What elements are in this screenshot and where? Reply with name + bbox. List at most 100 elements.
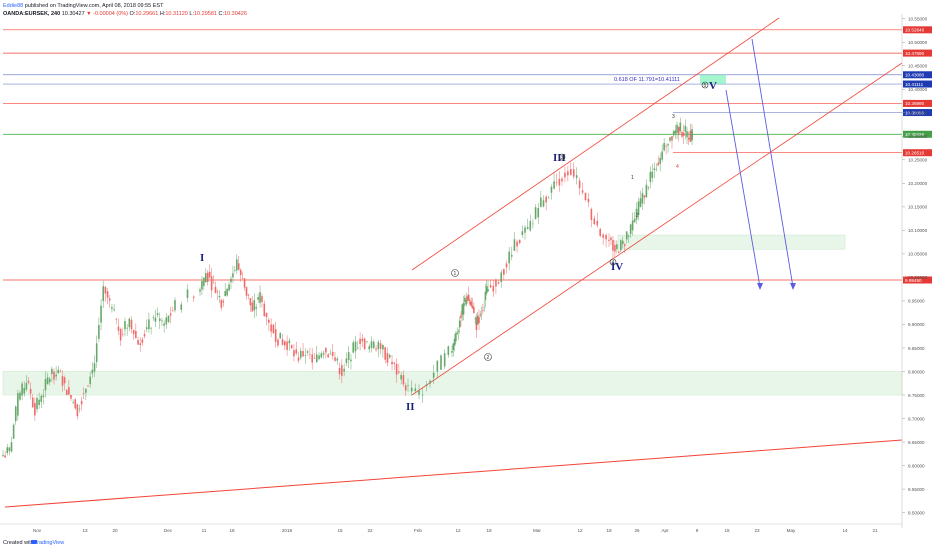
projection-arrow-1[interactable]: [725, 89, 761, 288]
candle-body: [503, 269, 505, 275]
candle-body: [237, 263, 240, 270]
candle-body: [212, 282, 215, 284]
candle-body: [284, 341, 286, 346]
candle-body: [19, 392, 21, 400]
candle-body: [475, 317, 478, 330]
subwave-label-1: 1: [454, 271, 457, 277]
candle-body: [98, 325, 100, 339]
candle-body: [272, 324, 275, 333]
candle-body: [505, 263, 508, 268]
candle-body: [521, 231, 524, 236]
candle-body: [341, 365, 343, 376]
projection-arrow-1-head: [757, 283, 763, 290]
candle-body: [593, 218, 596, 225]
candle-body: [95, 343, 98, 363]
candle-body: [414, 388, 417, 392]
candle-body: [641, 193, 644, 204]
candle-body: [659, 157, 661, 164]
candle-body: [469, 300, 471, 305]
candle-body: [464, 297, 466, 302]
author-link[interactable]: Eddie88: [3, 3, 24, 9]
candle-body: [440, 355, 442, 370]
channel-lower-line[interactable]: [411, 62, 903, 396]
candle-body: [679, 122, 682, 132]
candle-body: [410, 387, 413, 392]
close-value: 10.30426: [223, 11, 247, 17]
candle-body: [384, 347, 386, 360]
candle-body: [651, 171, 654, 178]
candle-body: [599, 228, 601, 236]
candle-body: [682, 132, 685, 136]
candle-body: [263, 303, 266, 317]
candle-body: [627, 235, 630, 237]
candle-body: [375, 348, 377, 350]
candle-body: [567, 171, 569, 176]
candle-body: [70, 395, 72, 399]
candle-body: [57, 369, 60, 374]
candle-body: [524, 227, 526, 233]
price-tag-label: 10.41111: [905, 82, 924, 87]
candle-body: [21, 383, 23, 396]
candle-body: [257, 297, 259, 300]
candle-body: [102, 286, 105, 302]
candle-body: [382, 345, 384, 350]
candle-body: [537, 208, 540, 218]
candle-body: [629, 224, 632, 235]
price-tag-label: 10.47690: [905, 51, 925, 56]
candle-body: [677, 126, 680, 134]
x-tick-label: Apr: [661, 528, 669, 533]
candle-body: [377, 341, 380, 350]
candle-body: [379, 343, 382, 349]
candle-body: [113, 309, 115, 311]
y-tick-label: 9.75000: [908, 393, 925, 398]
wave-label-v: V: [709, 80, 717, 92]
candle-body: [44, 378, 47, 391]
candle-body: [65, 389, 68, 395]
candle-body: [152, 317, 155, 318]
candle-body: [558, 178, 561, 186]
candle-body: [602, 234, 604, 238]
candle-body: [72, 402, 74, 403]
candle-body: [36, 397, 38, 410]
candle-body: [461, 304, 464, 316]
candle-body: [122, 333, 124, 335]
candle-body: [487, 289, 489, 292]
minor-label-2: 2: [636, 213, 639, 219]
candle-body: [27, 380, 30, 383]
candle-body: [304, 355, 307, 356]
candle-body: [561, 178, 563, 182]
candle-body: [119, 329, 122, 341]
candle-body: [117, 326, 120, 331]
candle-body: [482, 310, 484, 311]
price-change: ▼ -0.00004 (0%): [86, 11, 128, 17]
candle-body: [663, 143, 665, 151]
long-trend-line[interactable]: [4, 439, 903, 508]
candle-body: [637, 201, 640, 216]
projection-arrow-2[interactable]: [751, 38, 794, 288]
candle-body: [270, 324, 272, 332]
candle-body: [513, 239, 516, 251]
candle-body: [436, 360, 439, 372]
candle-body: [590, 208, 593, 221]
levels-layer: 10.52640 10.47690 10.43080 10.41111 10.36990…: [3, 26, 932, 284]
candle-body: [672, 131, 675, 136]
candle-body: [336, 358, 339, 361]
candle-body: [6, 447, 9, 453]
price-tag-label: 10.30426: [905, 132, 925, 137]
candle-body: [508, 251, 510, 264]
candle-body: [279, 332, 282, 339]
channel-upper-line[interactable]: [411, 17, 780, 271]
candle-body: [255, 307, 257, 309]
candle-body: [132, 330, 135, 334]
y-axis: 10.55000 10.50000 10.45000 10.40000 10.35000…: [901, 14, 928, 528]
candle-body: [479, 314, 482, 316]
candle-body: [268, 319, 270, 323]
tradingview-brand-link[interactable]: TradingView: [34, 540, 65, 546]
candle-body: [25, 383, 28, 390]
candle-body: [214, 286, 217, 294]
y-tick-label: 9.60000: [908, 463, 925, 468]
candle-body: [359, 338, 361, 344]
candle-body: [547, 197, 550, 199]
candle-body: [108, 298, 111, 301]
